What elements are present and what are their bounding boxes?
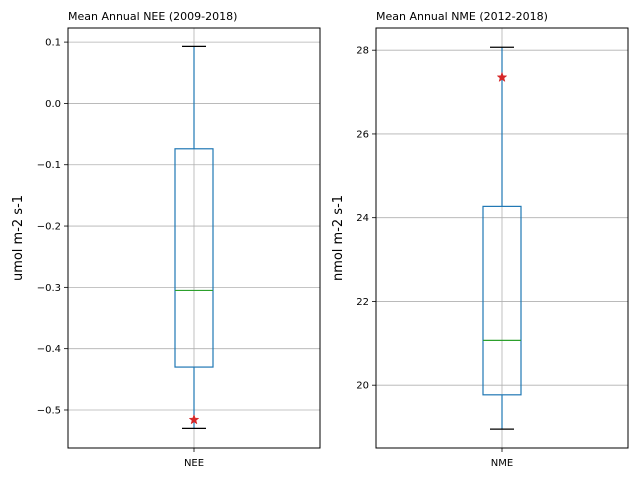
nee-y-tick-label: −0.1 (37, 160, 61, 171)
nee-box-plot (174, 45, 214, 429)
nme-star-marker (496, 71, 508, 83)
nee-y-axis-label: umol m-2 s-1 (11, 195, 26, 281)
nme-x-tick-label: NME (491, 458, 513, 469)
nme-y-tick-label: 22 (356, 297, 369, 308)
nee-y-ticks: 0.1 0.0 −0.1 −0.2 −0.3 −0.4 −0.5 (37, 38, 68, 416)
nme-y-tick-label: 24 (356, 213, 369, 224)
nee-x-ticks: NEE (184, 448, 204, 469)
nme-y-axis-label: nmol m-2 s-1 (331, 195, 346, 281)
nme-y-tick-label: 28 (356, 46, 369, 57)
nme-y-tick-label: 26 (356, 129, 369, 140)
nee-y-tick-label: −0.5 (37, 405, 61, 416)
nee-iqr-box (174, 148, 214, 368)
panel-nme: 28 26 24 22 20 NME Mean Annual NME (2012-201… (331, 10, 629, 469)
nee-y-tick-label: −0.3 (37, 283, 61, 294)
nme-y-tick-label: 20 (356, 381, 369, 392)
nee-star-marker (188, 414, 200, 425)
nme-iqr-box (482, 205, 522, 396)
nee-y-tick-label: −0.2 (37, 222, 61, 233)
nee-y-tick-label: 0.0 (45, 99, 61, 110)
nee-y-tick-label: 0.1 (45, 38, 61, 49)
panel-nee: 0.1 0.0 −0.1 −0.2 −0.3 −0.4 −0.5 NEE Mean Annu… (11, 10, 321, 469)
nee-chart-title: Mean Annual NEE (2009-2018) (68, 10, 237, 23)
nme-box-plot (482, 46, 522, 430)
nee-x-tick-label: NEE (184, 458, 204, 469)
nme-y-ticks: 28 26 24 22 20 (356, 46, 376, 392)
nme-chart-title: Mean Annual NME (2012-2018) (376, 10, 548, 23)
nee-y-tick-label: −0.4 (37, 344, 61, 355)
nme-x-ticks: NME (491, 448, 513, 469)
